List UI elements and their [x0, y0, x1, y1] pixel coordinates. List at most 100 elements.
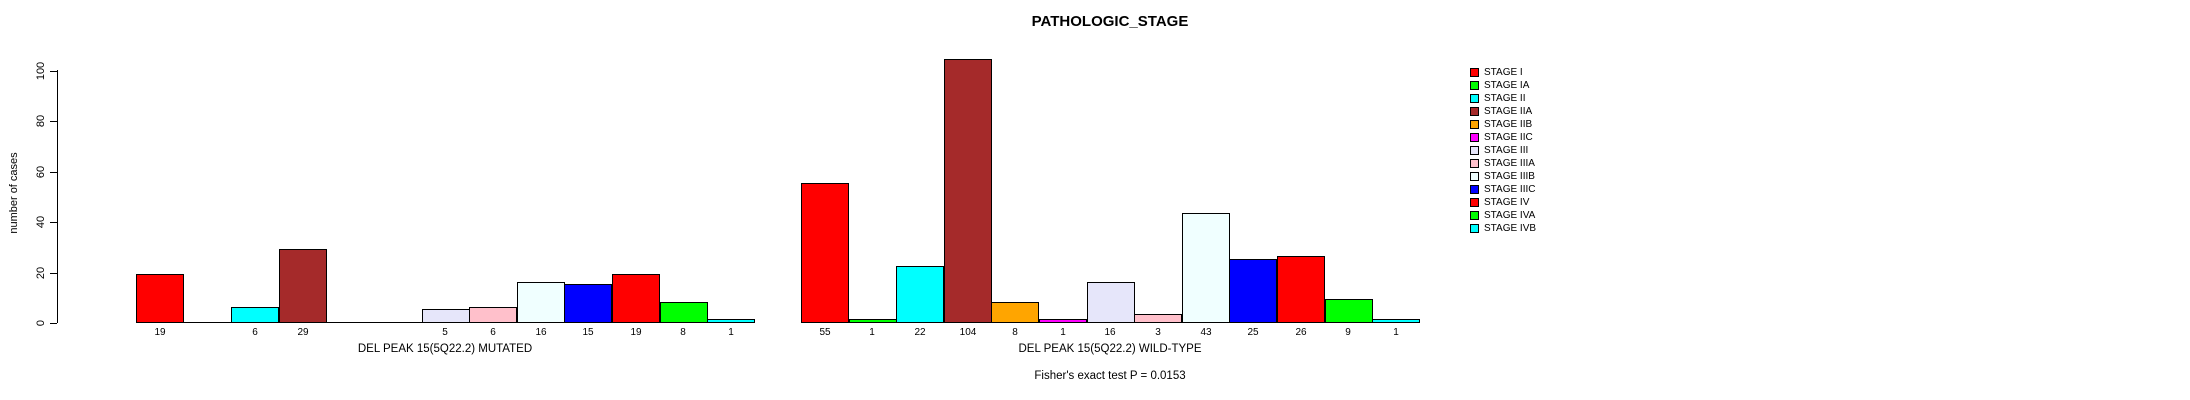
legend-item: STAGE IIIA	[1470, 157, 1535, 170]
y-tick-mark	[50, 172, 57, 173]
fisher-test-annotation: Fisher's exact test P = 0.0153	[1034, 370, 1186, 382]
y-tick-label: 20	[35, 266, 47, 280]
chart-title: PATHOLOGIC_STAGE	[1031, 13, 1189, 30]
y-tick-mark	[50, 323, 57, 324]
bar-stage-ii	[896, 266, 944, 323]
bar-count-label: 6	[490, 327, 496, 338]
bar-count-label: 16	[535, 327, 547, 338]
legend-label: STAGE II	[1484, 93, 1526, 104]
bar-count-label: 6	[252, 327, 258, 338]
y-tick-mark	[50, 222, 57, 223]
y-tick-label: 0	[35, 319, 47, 327]
legend-item: STAGE IIIC	[1470, 183, 1536, 196]
bar-count-label: 1	[869, 327, 875, 338]
legend-swatch	[1470, 94, 1479, 103]
legend-label: STAGE IIB	[1484, 119, 1533, 130]
y-tick-mark	[50, 121, 57, 122]
legend-swatch	[1470, 107, 1479, 116]
bar-stage-iib	[991, 302, 1039, 323]
legend-item: STAGE II	[1470, 92, 1526, 105]
legend-label: STAGE IA	[1484, 80, 1530, 91]
legend-swatch	[1470, 198, 1479, 207]
y-tick-mark	[50, 71, 57, 72]
bar-count-label: 43	[1200, 327, 1212, 338]
legend-item: STAGE IIC	[1470, 131, 1533, 144]
legend-swatch	[1470, 172, 1479, 181]
legend-label: STAGE IIIC	[1484, 184, 1536, 195]
legend-swatch	[1470, 185, 1479, 194]
legend-swatch	[1470, 120, 1479, 129]
legend-label: STAGE IVB	[1484, 223, 1537, 234]
bar-stage-ii	[231, 307, 279, 323]
legend-swatch	[1470, 68, 1479, 77]
bar-count-label: 19	[154, 327, 166, 338]
bar-count-label: 5	[442, 327, 448, 338]
bar-count-label: 1	[1060, 327, 1066, 338]
legend-item: STAGE IA	[1470, 79, 1529, 92]
legend-item: STAGE I	[1470, 66, 1523, 79]
legend-item: STAGE IVA	[1470, 209, 1535, 222]
bar-stage-iia	[279, 249, 327, 323]
bar-count-label: 25	[1247, 327, 1259, 338]
bar-count-label: 16	[1104, 327, 1116, 338]
x-axis-group-label: DEL PEAK 15(5Q22.2) MUTATED	[357, 343, 533, 355]
y-tick-label: 100	[35, 61, 47, 81]
legend-item: STAGE IV	[1470, 196, 1529, 209]
bar-stage-iia	[944, 59, 992, 323]
y-tick-label: 60	[35, 165, 47, 179]
bar-stage-i	[801, 183, 849, 323]
legend-label: STAGE IIIA	[1484, 158, 1535, 169]
bar-stage-iiia	[1134, 314, 1182, 323]
legend-label: STAGE IVA	[1484, 210, 1536, 221]
bar-stage-iva	[1325, 299, 1373, 323]
bar-count-label: 8	[680, 327, 686, 338]
legend-item: STAGE IVB	[1470, 222, 1536, 235]
bar-stage-iva	[660, 302, 708, 323]
legend-label: STAGE III	[1484, 145, 1529, 156]
legend-swatch	[1470, 81, 1479, 90]
bar-count-label: 15	[582, 327, 594, 338]
bar-stage-i	[136, 274, 184, 323]
y-tick-mark	[50, 273, 57, 274]
bar-stage-iii	[1087, 282, 1135, 323]
legend-label: STAGE IIC	[1484, 132, 1533, 143]
legend-item: STAGE III	[1470, 144, 1528, 157]
legend-swatch	[1470, 211, 1479, 220]
bar-stage-ia	[849, 319, 897, 323]
legend-label: STAGE IIA	[1484, 106, 1533, 117]
legend-item: STAGE IIB	[1470, 118, 1532, 131]
legend-item: STAGE IIA	[1470, 105, 1532, 118]
legend-label: STAGE I	[1484, 67, 1523, 78]
bar-stage-iii	[422, 309, 470, 323]
bar-count-label: 3	[1155, 327, 1161, 338]
bar-count-label: 8	[1012, 327, 1018, 338]
bar-count-label: 26	[1295, 327, 1307, 338]
bar-count-label: 1	[1393, 327, 1399, 338]
bar-stage-iiib	[1182, 213, 1230, 323]
bar-stage-iiic	[1229, 259, 1277, 323]
bar-stage-iv	[612, 274, 660, 323]
legend-swatch	[1470, 224, 1479, 233]
bar-count-label: 1	[728, 327, 734, 338]
bar-stage-iiic	[564, 284, 612, 323]
legend-label: STAGE IIIB	[1484, 171, 1535, 182]
bar-count-label: 9	[1345, 327, 1351, 338]
y-tick-label: 40	[35, 215, 47, 229]
bar-count-label: 22	[914, 327, 926, 338]
legend-swatch	[1470, 159, 1479, 168]
bar-stage-ivb	[707, 319, 755, 323]
bar-count-label: 104	[959, 327, 977, 338]
legend-item: STAGE IIIB	[1470, 170, 1535, 183]
y-axis-line	[57, 70, 58, 323]
bar-stage-iiib	[517, 282, 565, 323]
x-axis-group-label: DEL PEAK 15(5Q22.2) WILD-TYPE	[1018, 343, 1202, 355]
legend-label: STAGE IV	[1484, 197, 1530, 208]
legend-swatch	[1470, 146, 1479, 155]
bar-stage-ivb	[1372, 319, 1420, 323]
bar-count-label: 29	[297, 327, 309, 338]
bar-stage-iic	[1039, 319, 1087, 323]
bar-count-label: 55	[819, 327, 831, 338]
bar-stage-iiia	[469, 307, 517, 323]
y-tick-label: 80	[35, 114, 47, 128]
